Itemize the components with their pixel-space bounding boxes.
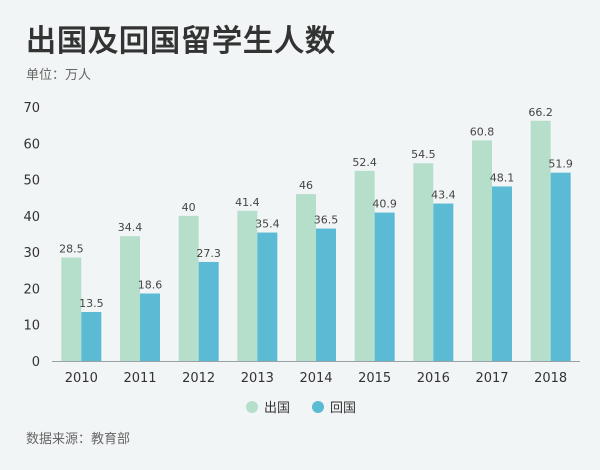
data-label: 60.8: [470, 125, 495, 138]
bar-return: [140, 293, 160, 361]
x-tick-label: 2016: [417, 371, 450, 386]
y-tick-label: 50: [23, 174, 40, 189]
y-tick-label: 60: [23, 137, 40, 152]
data-label: 13.5: [79, 297, 104, 310]
bar-return: [550, 172, 571, 361]
bar-return: [198, 261, 219, 361]
data-label: 34.4: [118, 221, 143, 234]
bar-outbound: [413, 163, 434, 361]
data-label: 40.9: [372, 198, 397, 211]
x-tick-label: 2011: [123, 371, 156, 386]
y-tick-label: 70: [23, 101, 40, 116]
data-label: 41.4: [235, 196, 260, 209]
legend-label: 出国: [264, 401, 290, 416]
bar-return: [81, 312, 102, 361]
data-label: 46: [299, 179, 313, 192]
data-label: 43.4: [431, 189, 456, 202]
data-label: 51.9: [548, 158, 573, 171]
y-tick-label: 0: [32, 355, 40, 370]
data-label: 52.4: [352, 156, 377, 169]
bar-outbound: [61, 257, 82, 361]
data-label: 54.5: [411, 148, 436, 161]
legend-label: 回国: [330, 401, 356, 416]
data-label: 35.4: [255, 218, 280, 231]
x-tick-label: 2010: [65, 371, 98, 386]
bar-outbound: [296, 194, 316, 361]
data-label: 48.1: [490, 171, 515, 184]
data-label: 66.2: [528, 106, 553, 119]
legend-marker: [246, 401, 258, 413]
x-tick-label: 2014: [299, 371, 332, 386]
bar-return: [257, 232, 278, 361]
data-label: 40: [182, 201, 196, 214]
bar-return: [374, 212, 395, 361]
y-tick-label: 40: [23, 210, 40, 225]
bar-outbound: [178, 215, 199, 361]
x-tick-label: 2018: [534, 371, 567, 386]
chart-title: 出国及回国留学生人数: [26, 24, 336, 59]
bar-outbound: [120, 236, 140, 361]
legend-marker: [312, 401, 324, 413]
bar-outbound: [237, 210, 258, 361]
bar-outbound: [472, 140, 492, 361]
bar-return: [492, 186, 512, 361]
x-tick-label: 2013: [241, 371, 274, 386]
bar-return: [433, 203, 454, 361]
data-label: 36.5: [314, 214, 339, 227]
data-label: 27.3: [196, 247, 221, 260]
data-label: 18.6: [138, 279, 163, 292]
y-tick-label: 10: [23, 319, 40, 334]
bar-return: [316, 228, 336, 361]
source-label: 数据来源：教育部: [26, 432, 131, 447]
x-tick-label: 2012: [182, 371, 215, 386]
y-tick-label: 30: [23, 246, 40, 261]
bar-outbound: [530, 120, 551, 361]
x-tick-label: 2017: [475, 371, 508, 386]
x-tick-label: 2015: [358, 371, 391, 386]
data-label: 28.5: [59, 243, 84, 256]
bar-outbound: [354, 170, 375, 361]
unit-label: 单位：万人: [26, 68, 92, 83]
y-tick-label: 20: [23, 282, 40, 297]
